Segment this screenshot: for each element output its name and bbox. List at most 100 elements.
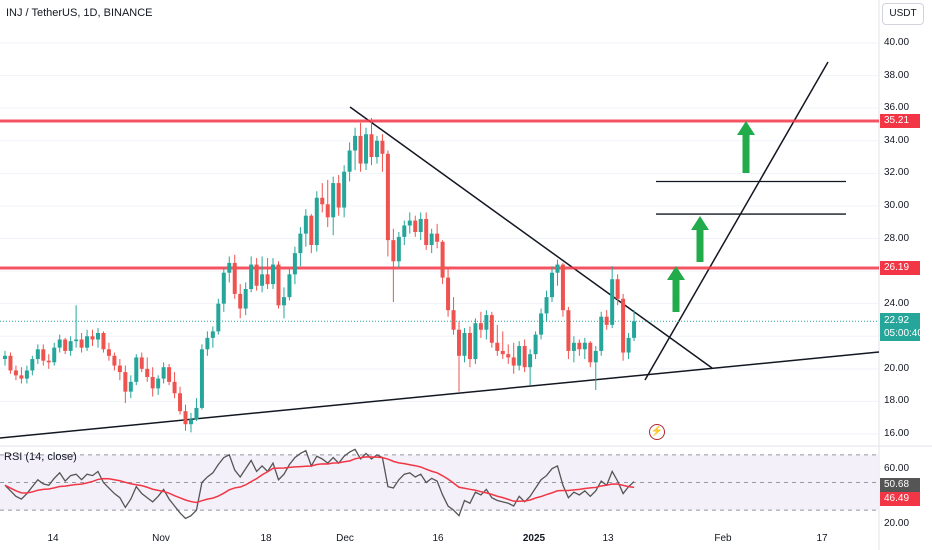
candle-body bbox=[24, 370, 29, 379]
candle-body bbox=[167, 367, 172, 382]
candle-body bbox=[364, 134, 369, 164]
candle-body bbox=[35, 349, 40, 360]
candle-body bbox=[298, 233, 303, 254]
candle-body bbox=[325, 204, 330, 218]
candle-body bbox=[353, 135, 358, 151]
rsi-tick-label: 20.00 bbox=[884, 518, 910, 529]
candle-body bbox=[446, 277, 451, 311]
price-tick-label: 30.00 bbox=[884, 199, 910, 211]
rsi-background bbox=[0, 454, 878, 511]
candle-body bbox=[500, 350, 505, 355]
candle-body bbox=[342, 171, 347, 208]
candle-body bbox=[544, 297, 549, 314]
candle-body bbox=[495, 342, 500, 351]
time-tick-label: 16 bbox=[432, 533, 444, 544]
candle-body bbox=[533, 334, 538, 355]
target-arrows[interactable] bbox=[667, 121, 755, 312]
candle-body bbox=[484, 315, 489, 330]
rsi-line bbox=[4, 448, 635, 520]
candle-body bbox=[205, 337, 210, 350]
trendlines[interactable] bbox=[0, 61, 880, 439]
support-trendline bbox=[0, 351, 880, 439]
candle-body bbox=[440, 241, 445, 278]
candle-body bbox=[320, 197, 325, 205]
candle-body bbox=[314, 197, 319, 246]
level-low-tag: 26.19 bbox=[880, 261, 920, 275]
candle-body bbox=[478, 323, 483, 330]
candle-body bbox=[511, 357, 516, 366]
candle-body bbox=[161, 367, 166, 379]
price-tick-label: 38.00 bbox=[884, 69, 910, 81]
rsi-value-tag: 50.68 bbox=[880, 478, 920, 492]
price-tick-label: 18.00 bbox=[884, 395, 910, 407]
candle-body bbox=[380, 140, 385, 154]
candle-body bbox=[112, 355, 117, 366]
candle-body bbox=[385, 153, 390, 241]
candle-body bbox=[457, 329, 462, 356]
time-tick-label: Nov bbox=[152, 533, 170, 544]
candle-body bbox=[8, 355, 13, 371]
rsi-legend[interactable]: RSI (14, close) bbox=[4, 451, 77, 463]
time-tick-label: 13 bbox=[602, 533, 614, 544]
currency-button[interactable]: USDT bbox=[882, 3, 924, 25]
candle-body bbox=[68, 341, 73, 351]
candle-body bbox=[52, 347, 57, 363]
candle-body bbox=[85, 336, 90, 348]
candle-body bbox=[528, 354, 533, 368]
time-tick-label: 14 bbox=[47, 533, 59, 544]
countdown-timer: 05:00:40 bbox=[884, 328, 923, 339]
candle-body bbox=[571, 342, 576, 351]
candle-body bbox=[156, 378, 161, 389]
chart-title: INJ / TetherUS, 1D, BINANCE bbox=[6, 7, 153, 19]
candle-body bbox=[221, 272, 226, 304]
candle-body bbox=[435, 233, 440, 242]
price-tick-label: 36.00 bbox=[884, 102, 910, 114]
candle-body bbox=[336, 183, 341, 208]
horizontal-levels[interactable] bbox=[0, 119, 879, 322]
level-high-tag: 35.21 bbox=[880, 114, 920, 128]
rsi-indicator bbox=[4, 448, 635, 520]
candle-body bbox=[216, 303, 221, 332]
lightning-icon[interactable]: ⚡ bbox=[649, 424, 665, 440]
price-tick-label: 32.00 bbox=[884, 167, 910, 179]
breakout-trendline bbox=[644, 61, 829, 381]
candle-body bbox=[292, 253, 297, 275]
candle-body bbox=[402, 225, 407, 237]
candle-body bbox=[150, 376, 155, 389]
rsi-tick-label: 60.00 bbox=[884, 462, 910, 474]
price-tick-label: 16.00 bbox=[884, 428, 910, 439]
candle-body bbox=[615, 279, 620, 299]
candle-body bbox=[276, 264, 281, 306]
candle-body bbox=[254, 264, 259, 286]
candle-body bbox=[462, 332, 467, 356]
candle-body bbox=[473, 323, 478, 360]
time-tick-label: 18 bbox=[260, 533, 272, 544]
candle-body bbox=[424, 218, 429, 246]
price-tick-label: 28.00 bbox=[884, 232, 910, 244]
candle-body bbox=[418, 218, 423, 232]
candle-body bbox=[57, 339, 62, 348]
candle-body bbox=[429, 233, 434, 246]
candle-body bbox=[46, 360, 51, 363]
candle-body bbox=[309, 215, 314, 246]
time-tick-label: 2025 bbox=[522, 533, 546, 544]
candle-body bbox=[227, 262, 232, 273]
candle-body bbox=[232, 262, 237, 294]
candle-body bbox=[539, 313, 544, 335]
candle-body bbox=[238, 293, 243, 309]
candle-body bbox=[30, 359, 35, 371]
candle-body bbox=[139, 357, 144, 369]
time-tick-label: 17 bbox=[816, 533, 828, 544]
candle-body bbox=[41, 349, 46, 361]
candle-body bbox=[19, 375, 24, 379]
candle-body bbox=[287, 274, 292, 298]
price-tick-label: 24.00 bbox=[884, 297, 910, 309]
candle-body bbox=[407, 220, 412, 226]
candle-body bbox=[210, 331, 215, 338]
up-arrow-icon bbox=[691, 216, 709, 262]
candle-body bbox=[599, 316, 604, 351]
candle-body bbox=[626, 337, 631, 353]
candle-body bbox=[588, 342, 593, 363]
candle-body bbox=[145, 368, 150, 377]
